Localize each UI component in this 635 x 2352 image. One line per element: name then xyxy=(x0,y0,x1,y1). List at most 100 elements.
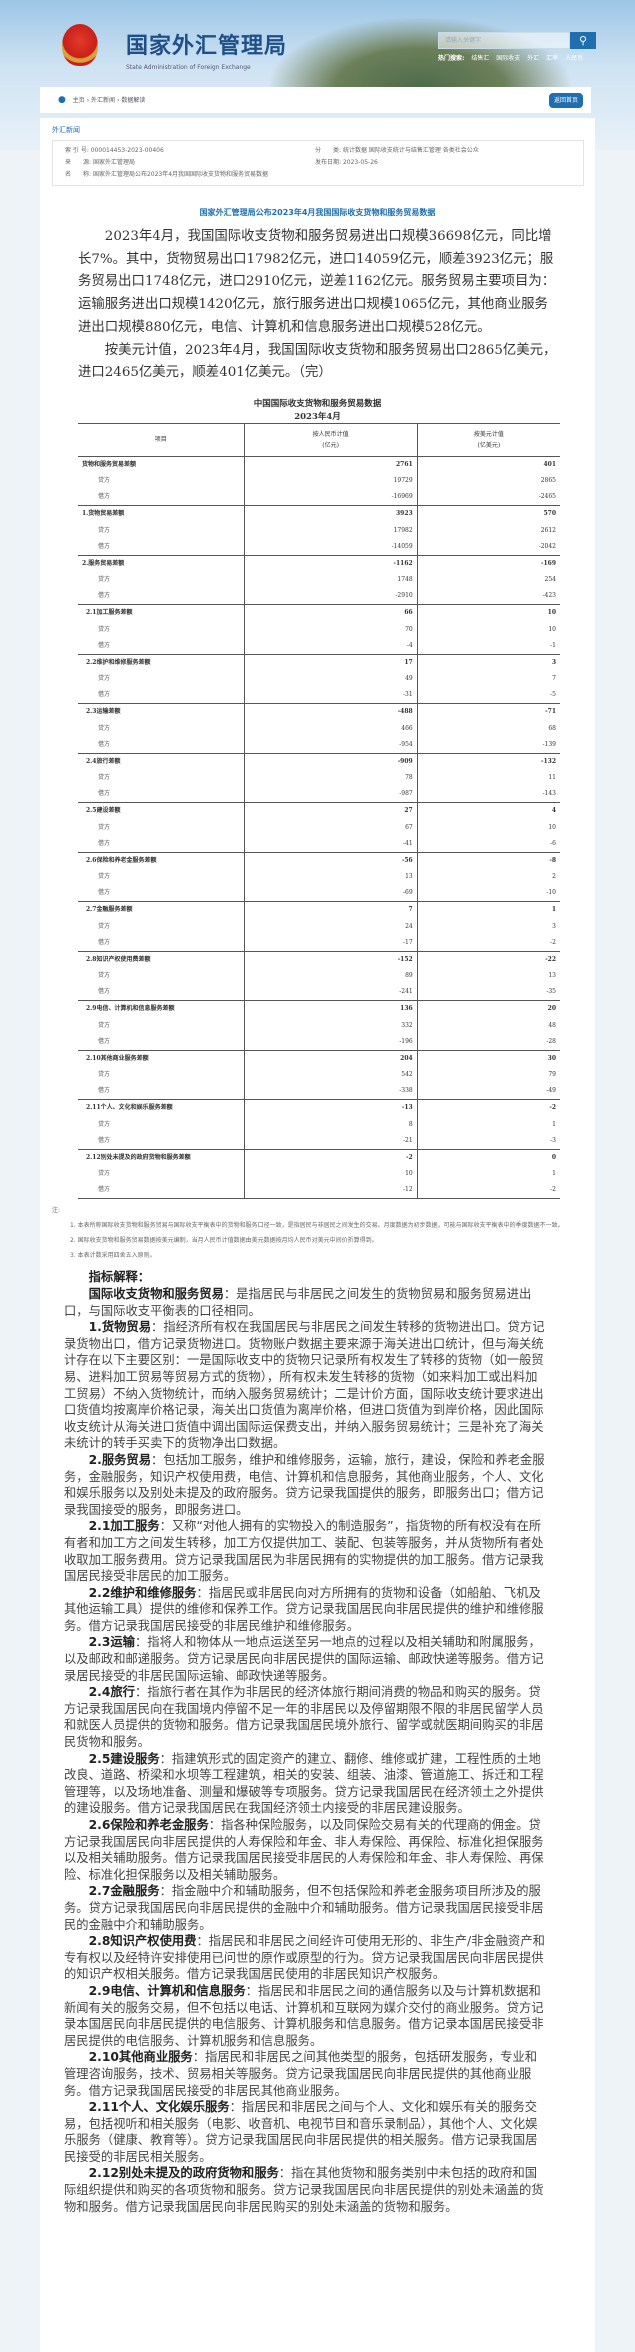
breadcrumb-home[interactable]: 主页 xyxy=(72,97,85,104)
rmb-value: 466 xyxy=(243,720,418,737)
article-body: 2023年4月，我国国际收支货物和服务贸易进出口规模36698亿元，同比增长7%… xyxy=(78,226,558,385)
row-label: 2.12别处未提及的政府货物和服务差额 xyxy=(86,1153,191,1161)
explanation-text: ：指居民和非居民之间经许可使用无形的、非生产/非金融资产和专有权以及经特许安排使… xyxy=(64,1934,545,1982)
explanation-item: 2.3运输：指将人和物体从一地点运送至另一地点的过程以及相关辅助和附属服务，以及… xyxy=(64,1634,548,1684)
row-label: 1.货物贸易差额 xyxy=(82,510,125,518)
explanation-term: 2.4旅行 xyxy=(88,1685,135,1700)
row-label: 2.5建设差额 xyxy=(86,807,121,815)
explanation-term: 2.5建设服务 xyxy=(88,1751,160,1766)
site-title[interactable]: 国家外汇管理局 xyxy=(126,34,288,59)
table-row-debit: 借方 -954 -139 xyxy=(78,736,560,754)
usd-value: -423 xyxy=(416,588,560,606)
usd-value: 10 xyxy=(416,819,560,836)
usd-value: 10 xyxy=(416,604,560,622)
breadcrumb-current[interactable]: 数据解读 xyxy=(121,97,146,104)
table-row-total: 货物和服务贸易差额 2761 401 xyxy=(78,456,560,473)
article-title: 国家外汇管理局公布2023年4月我国国际收支货物和服务贸易数据 xyxy=(199,208,436,217)
national-emblem-logo xyxy=(62,24,98,66)
hot-link[interactable]: 国际收支 xyxy=(496,55,521,62)
usd-value: -143 xyxy=(416,786,560,804)
explanation-term: 2.1加工服务 xyxy=(88,1519,160,1534)
usd-value: 2865 xyxy=(416,472,560,490)
rmb-value: 17 xyxy=(243,654,418,671)
rmb-value: 542 xyxy=(243,1066,418,1084)
usd-value: 79 xyxy=(416,1066,560,1084)
rmb-value: -16969 xyxy=(243,489,418,507)
search-input[interactable]: 请输入关键字 xyxy=(438,32,570,49)
paragraph: 2023年4月，我国国际收支货物和服务贸易进出口规模36698亿元，同比增长7%… xyxy=(78,229,556,335)
usd-value: 2 xyxy=(416,868,560,886)
row-label: 贷方 xyxy=(98,526,111,534)
hot-link[interactable]: 人民币 xyxy=(565,55,584,62)
usd-value: 48 xyxy=(416,1017,560,1034)
breadcrumb: ● 主页 › 外汇新闻 › 数据解读 xyxy=(58,95,145,106)
paragraph: 按美元计值，2023年4月，我国国际收支货物和服务贸易出口2865亿美元，进口2… xyxy=(78,342,557,381)
explanations-heading: 指标解释： xyxy=(88,1270,151,1285)
row-label: 借方 xyxy=(78,786,244,804)
explanation-term: 2.3运输 xyxy=(88,1635,135,1650)
usd-value: -139 xyxy=(416,736,560,754)
table-row-total: 2.6保险和养老金服务差额 -56 -8 xyxy=(78,852,560,869)
table-row-total: 2.3运输差额 -488 -71 xyxy=(78,703,560,721)
hot-searches: 热门搜索: 结售汇 国际收支 外汇 汇率 人民币 xyxy=(438,55,583,63)
table-row-debit: 借方 -21 -3 xyxy=(78,1132,560,1150)
article-container: 外汇新闻 索 引 号: 000014453-2023-00406 分 类: 统计… xyxy=(40,118,595,2352)
explanation-text: ：又称“对他人拥有的实物投入的制造服务”，指货物的所有权没有在所有者和加工方之间… xyxy=(64,1519,544,1584)
row-label: 借方 xyxy=(78,1182,244,1200)
row-label: 借方 xyxy=(78,1033,244,1051)
explanation-item: 国际收支货物和服务贸易：是指居民与非居民之间发生的货物贸易和服务贸易进出口，与国… xyxy=(64,1286,548,1319)
explanation-item: 2.5建设服务：指建筑形式的固定资产的建立、翻修、维修或扩建，工程性质的土地改良… xyxy=(64,1751,548,1817)
row-label: 借方 xyxy=(78,637,244,655)
row-label: 货物和服务贸易差额 xyxy=(82,460,137,468)
note: 3. 本表计数采用四舍五入原则。 xyxy=(70,1252,156,1260)
explanation-text: ：指居民和非居民之间其他类型的服务，包括研发服务，专业和管理咨询服务，技术、贸易… xyxy=(64,2050,538,2098)
row-label: 借方 xyxy=(78,835,244,853)
name-value: 国家外汇管理局公布2023年4月我国国际收支货物和服务贸易数据 xyxy=(92,171,269,178)
table-title: 中国国际收支货物和服务贸易数据 xyxy=(253,398,382,409)
breadcrumb-news[interactable]: 外汇新闻 xyxy=(91,97,116,104)
hot-link[interactable]: 外汇 xyxy=(527,55,540,62)
index-value: 000014453-2023-00406 xyxy=(90,147,164,154)
rmb-value: 67 xyxy=(243,819,418,836)
explanation-text: ：是指居民与非居民之间发生的货物贸易和服务贸易进出口，与国际收支平衡表的口径相同… xyxy=(64,1287,532,1318)
row-label: 贷方 xyxy=(98,576,111,584)
row-label: 2.服务贸易差额 xyxy=(82,559,125,567)
back-home-button[interactable]: 返回首页 xyxy=(549,93,583,108)
table-row-total: 2.服务贸易差额 -1162 -169 xyxy=(78,555,560,572)
row-label: 2.10其他商业服务差额 xyxy=(86,1054,149,1062)
usd-value: 3 xyxy=(416,654,560,671)
table-row-credit: 贷方 67 10 xyxy=(78,819,560,836)
usd-value: -35 xyxy=(416,984,560,1002)
rmb-value: -21 xyxy=(243,1132,418,1150)
row-label: 借方 xyxy=(78,588,244,606)
row-label: 借方 xyxy=(78,1083,244,1101)
table-row-credit: 贷方 78 11 xyxy=(78,769,560,787)
explanation-item: 2.6保险和养老金服务：指各种保险服务，以及同保险交易有关的代理商的佣金。贷方记… xyxy=(64,1817,548,1883)
rmb-value: -909 xyxy=(243,753,418,770)
table-row-credit: 贷方 17982 2612 xyxy=(78,522,560,539)
source-label: 来 源: xyxy=(65,159,92,166)
table-row-debit: 借方 -2910 -423 xyxy=(78,588,560,606)
row-label: 2.8知识产权使用费差额 xyxy=(86,955,151,963)
row-label: 贷方 xyxy=(98,972,111,980)
breadcrumb-separator: › xyxy=(116,97,120,104)
table-row-credit: 贷方 542 79 xyxy=(78,1066,560,1084)
hot-link[interactable]: 结售汇 xyxy=(471,55,490,62)
table-notes: 注: 1. 本表所称国际收支货物和服务贸易与国际收支平衡表中的货物和服务口径一致… xyxy=(52,1203,582,1263)
usd-value: 4 xyxy=(416,802,560,820)
rmb-value: -954 xyxy=(243,736,418,754)
explanation-item: 2.4旅行：指旅行者在其作为非居民的经济体旅行期间消费的物品和购买的服务。贷方记… xyxy=(64,1684,548,1750)
search-button[interactable]: ⚲ xyxy=(570,32,596,49)
rmb-value: 2761 xyxy=(243,456,418,473)
row-label: 2.11个人、文化和娱乐服务差额 xyxy=(86,1104,173,1112)
usd-value: 1 xyxy=(416,1116,560,1133)
row-label: 贷方 xyxy=(98,774,111,782)
hot-link[interactable]: 汇率 xyxy=(546,55,559,62)
table-row-credit: 贷方 24 3 xyxy=(78,918,560,935)
rmb-value: 10 xyxy=(243,1165,418,1183)
explanation-text: ：指经济所有权在我国居民与非居民之间发生转移的货物进出口。贷方记录货物出口，借方… xyxy=(64,1320,545,1451)
rmb-value: -2 xyxy=(243,1149,418,1166)
table-row-total: 2.2维护和维修服务差额 17 3 xyxy=(78,654,560,671)
table-row-debit: 借方 -4 -1 xyxy=(78,637,560,655)
table-row-credit: 贷方 70 10 xyxy=(78,621,560,638)
